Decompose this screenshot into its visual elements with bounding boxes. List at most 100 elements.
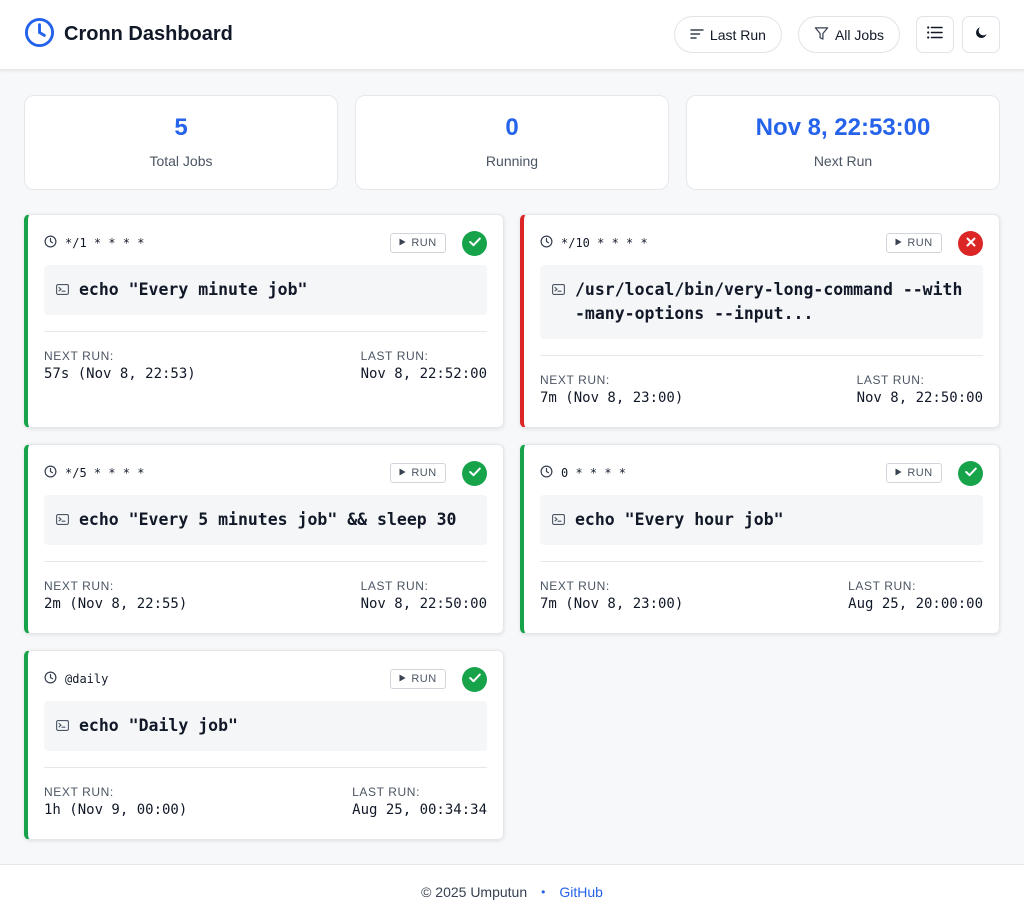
play-icon — [399, 673, 406, 685]
schedule-text: @daily — [65, 672, 109, 686]
app-title: Cronn Dashboard — [64, 23, 233, 45]
stat-value: 0 — [505, 114, 519, 141]
play-icon — [895, 467, 902, 479]
schedule-text: */1 * * * * — [65, 236, 145, 250]
job-runs: NEXT RUN: 7m (Nov 8, 23:00) LAST RUN: Au… — [540, 562, 983, 632]
last-run-label: LAST RUN: — [360, 579, 429, 593]
run-job-button[interactable]: RUN — [390, 669, 446, 689]
divider — [540, 561, 983, 562]
copyright-text: © 2025 Umputun — [421, 883, 528, 900]
divider — [540, 355, 983, 356]
next-run-label: NEXT RUN: — [44, 349, 114, 363]
github-link[interactable]: GitHub — [559, 883, 603, 900]
play-icon — [895, 237, 902, 249]
stat-label: Running — [485, 153, 539, 169]
clock-icon — [540, 235, 553, 251]
clock-icon — [44, 465, 57, 481]
next-run-label: NEXT RUN: — [44, 579, 114, 593]
job-card: */10 * * * * RUN /usr/local/bin/very-lon… — [520, 214, 1000, 428]
stat-value: 5 — [174, 114, 188, 141]
schedule-text: */5 * * * * — [65, 466, 145, 480]
last-run-value: Nov 8, 22:52:00 — [360, 366, 487, 382]
footer-separator: • — [541, 884, 546, 899]
terminal-icon — [552, 282, 565, 300]
last-run-label: LAST RUN: — [352, 785, 421, 799]
run-label: RUN — [411, 467, 437, 479]
job-card: */1 * * * * RUN echo "Every minute job" … — [24, 214, 504, 428]
job-command: echo "Every hour job" — [540, 495, 983, 545]
job-card: 0 * * * * RUN echo "Every hour job" NEXT… — [520, 444, 1000, 634]
next-run-value: 2m (Nov 8, 22:55) — [44, 596, 188, 612]
terminal-icon — [56, 282, 69, 300]
last-run-value: Aug 25, 20:00:00 — [848, 596, 983, 612]
job-schedule: */5 * * * * — [44, 465, 144, 481]
status-success-badge — [958, 460, 983, 486]
next-run-value: 7m (Nov 8, 23:00) — [540, 596, 684, 612]
stat-label: Total Jobs — [149, 153, 213, 169]
job-command: echo "Daily job" — [44, 701, 487, 751]
theme-toggle-button[interactable] — [962, 16, 1000, 53]
command-text: /usr/local/bin/very-long-command --with-… — [575, 280, 963, 323]
view-toggle-button[interactable] — [916, 16, 954, 53]
terminal-icon — [56, 718, 69, 736]
x-icon — [966, 234, 976, 252]
status-success-badge — [462, 230, 487, 256]
sort-icon — [690, 27, 704, 43]
job-runs: NEXT RUN: 2m (Nov 8, 22:55) LAST RUN: No… — [44, 562, 487, 632]
app-header: Cronn Dashboard Last Run All Jobs — [0, 0, 1024, 70]
divider — [44, 331, 487, 332]
check-icon — [468, 464, 481, 482]
clock-icon — [540, 465, 553, 481]
footer: © 2025 Umputun • GitHub — [0, 864, 1024, 918]
run-job-button[interactable]: RUN — [886, 233, 942, 253]
job-schedule: */10 * * * * — [540, 235, 648, 251]
run-label: RUN — [907, 467, 933, 479]
check-icon — [468, 234, 481, 252]
job-schedule: 0 * * * * — [540, 465, 626, 481]
stat-total-jobs: 5 Total Jobs — [24, 95, 338, 190]
divider — [44, 767, 487, 768]
run-label: RUN — [411, 237, 437, 249]
job-card: @daily RUN echo "Daily job" NEXT RUN: 1h… — [24, 650, 504, 840]
last-run-label: LAST RUN: — [856, 373, 925, 387]
last-run-value: Nov 8, 22:50:00 — [856, 390, 983, 406]
command-text: echo "Daily job" — [79, 716, 238, 735]
filter-button[interactable]: All Jobs — [797, 16, 900, 53]
stat-running: 0 Running — [355, 95, 669, 190]
job-card: */5 * * * * RUN echo "Every 5 minutes jo… — [24, 444, 504, 634]
run-job-button[interactable]: RUN — [390, 463, 446, 483]
last-run-value: Aug 25, 00:34:34 — [352, 802, 487, 818]
run-label: RUN — [411, 673, 437, 685]
moon-icon — [975, 26, 988, 44]
run-job-button[interactable]: RUN — [886, 463, 942, 483]
command-text: echo "Every hour job" — [575, 510, 784, 529]
stat-next-run: Nov 8, 22:53:00 Next Run — [686, 95, 1000, 190]
sort-label: Last Run — [709, 26, 766, 43]
stat-value: Nov 8, 22:53:00 — [755, 114, 931, 141]
list-icon — [927, 25, 943, 44]
header-actions: Last Run All Jobs — [658, 16, 1000, 53]
job-schedule: @daily — [44, 671, 108, 687]
job-command: echo "Every minute job" — [44, 265, 487, 315]
next-run-value: 7m (Nov 8, 23:00) — [540, 390, 684, 406]
job-schedule: */1 * * * * — [44, 235, 144, 251]
status-success-badge — [462, 666, 487, 692]
filter-label: All Jobs — [834, 26, 884, 43]
command-text: echo "Every minute job" — [79, 280, 308, 299]
clock-icon — [44, 671, 57, 687]
job-command: /usr/local/bin/very-long-command --with-… — [540, 265, 983, 339]
run-job-button[interactable]: RUN — [390, 233, 446, 253]
last-run-label: LAST RUN: — [848, 579, 917, 593]
job-runs: NEXT RUN: 1h (Nov 9, 00:00) LAST RUN: Au… — [44, 768, 487, 838]
check-icon — [468, 670, 481, 688]
stat-label: Next Run — [813, 153, 873, 169]
status-failed-badge — [958, 230, 983, 256]
divider — [44, 561, 487, 562]
schedule-text: 0 * * * * — [561, 466, 627, 480]
last-run-label: LAST RUN: — [360, 349, 429, 363]
job-runs: NEXT RUN: 57s (Nov 8, 22:53) LAST RUN: N… — [44, 332, 487, 402]
job-command: echo "Every 5 minutes job" && sleep 30 — [44, 495, 487, 545]
sort-button[interactable]: Last Run — [673, 16, 782, 53]
check-icon — [964, 464, 977, 482]
last-run-value: Nov 8, 22:50:00 — [360, 596, 487, 612]
